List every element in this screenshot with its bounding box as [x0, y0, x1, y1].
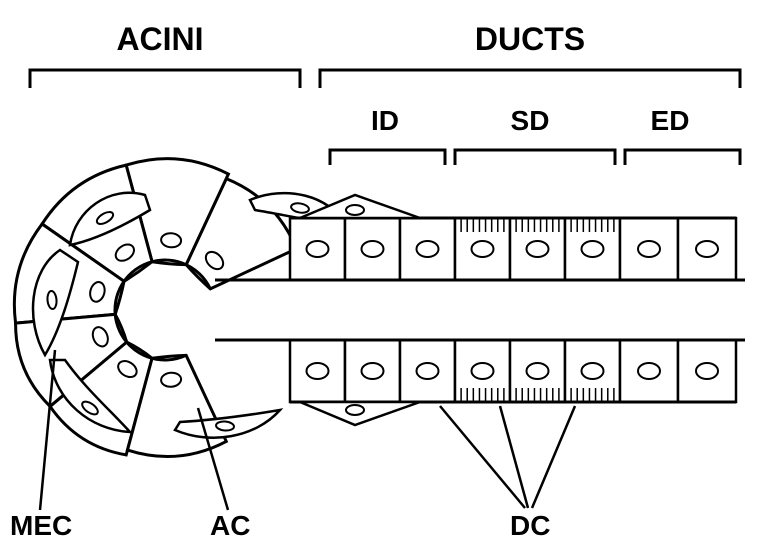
- label-dc: DC: [510, 510, 550, 541]
- label-sd: SD: [511, 105, 550, 136]
- mec-nucleus: [216, 421, 235, 432]
- duct-nucleus: [472, 241, 494, 257]
- pointer-dc: [532, 406, 575, 508]
- duct-nucleus: [362, 363, 384, 379]
- duct-nucleus: [472, 363, 494, 379]
- duct-nucleus: [582, 363, 604, 379]
- duct-nucleus: [527, 363, 549, 379]
- label-ducts: DUCTS: [475, 21, 585, 57]
- duct-nucleus: [527, 241, 549, 257]
- duct-nucleus: [417, 363, 439, 379]
- id-flat-nucleus: [346, 205, 364, 215]
- bracket: [320, 70, 740, 88]
- label-ed: ED: [651, 105, 690, 136]
- pointer-dc: [440, 406, 525, 508]
- duct-nucleus: [362, 241, 384, 257]
- duct-nucleus: [696, 241, 718, 257]
- duct-nucleus: [582, 241, 604, 257]
- bracket: [625, 150, 740, 165]
- bracket: [455, 150, 615, 165]
- label-acini: ACINI: [116, 21, 203, 57]
- label-mec: MEC: [10, 510, 72, 541]
- mec-nucleus: [47, 291, 58, 310]
- bracket: [330, 150, 445, 165]
- bracket: [30, 70, 300, 88]
- duct-nucleus: [696, 363, 718, 379]
- acinar-nucleus: [161, 372, 182, 388]
- id-flat-nucleus: [346, 405, 364, 415]
- duct-nucleus: [638, 241, 660, 257]
- duct-nucleus: [307, 363, 329, 379]
- duct-nucleus: [417, 241, 439, 257]
- duct-nucleus: [307, 241, 329, 257]
- label-ac: AC: [210, 510, 250, 541]
- pointer-dc: [500, 406, 528, 508]
- acinar-nucleus: [161, 232, 182, 248]
- label-id: ID: [371, 105, 399, 136]
- duct-nucleus: [638, 363, 660, 379]
